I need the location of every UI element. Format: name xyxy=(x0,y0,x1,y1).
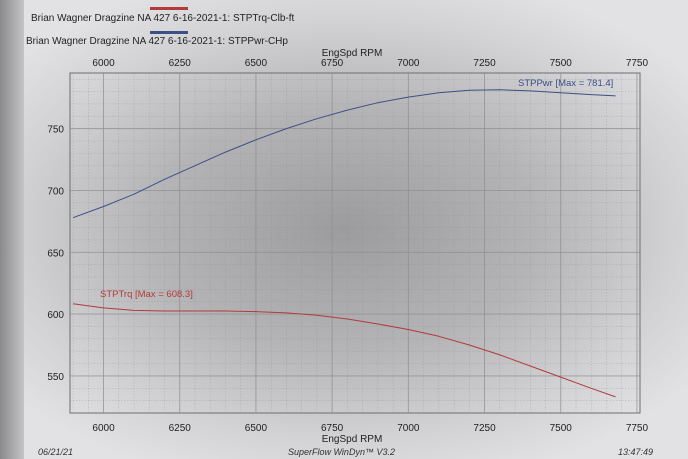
legend-swatch-torque xyxy=(150,7,188,10)
x-tick-label-bottom: 6000 xyxy=(92,423,115,434)
series-label-stptrq: STPTrq [Max = 608.3] xyxy=(100,289,193,300)
x-tick-label-top: 6750 xyxy=(321,58,344,69)
footer-date: 06/21/21 xyxy=(38,447,74,457)
x-tick-label-top: 7500 xyxy=(550,58,573,69)
x-tick-label-bottom: 7000 xyxy=(397,423,420,434)
x-tick-label-top: 7750 xyxy=(626,58,649,69)
x-tick-label-top: 7000 xyxy=(397,58,420,69)
y-tick-label: 750 xyxy=(47,125,64,136)
footer-time: 13:47:49 xyxy=(618,447,654,457)
y-tick-label: 650 xyxy=(47,248,64,259)
series-line-stptrq xyxy=(72,303,616,398)
footer-software: SuperFlow WinDyn™ V3.2 xyxy=(288,447,395,457)
series-label-stppwr: STPPwr [Max = 781.4] xyxy=(518,78,613,89)
series-line-stppwr xyxy=(72,89,616,219)
legend-entry-power: Brian Wagner Dragzine NA 427 6-16-2021-1… xyxy=(26,36,288,47)
x-tick-label-bottom: 6250 xyxy=(169,423,192,434)
x-tick-label-bottom: 6500 xyxy=(245,423,268,434)
paper-edge xyxy=(0,0,24,459)
x-axis-title-top: EngSpd RPM xyxy=(322,48,383,59)
plot-frame xyxy=(69,72,641,414)
x-tick-label-bottom: 7250 xyxy=(473,423,496,434)
legend-entry-torque: Brian Wagner Dragzine NA 427 6-16-2021-1… xyxy=(31,13,295,24)
x-tick-label-top: 7250 xyxy=(473,58,496,69)
legend-swatch-power xyxy=(150,31,188,34)
x-tick-label-bottom: 7500 xyxy=(550,423,573,434)
y-tick-label: 700 xyxy=(47,186,64,197)
x-tick-label-top: 6250 xyxy=(169,58,192,69)
x-tick-label-top: 6000 xyxy=(92,58,115,69)
x-tick-label-bottom: 7750 xyxy=(626,423,649,434)
y-tick-label: 600 xyxy=(47,310,64,321)
x-axis-title-bottom: EngSpd RPM xyxy=(322,434,383,445)
x-tick-label-top: 6500 xyxy=(245,58,268,69)
x-tick-label-bottom: 6750 xyxy=(321,423,344,434)
y-tick-label: 550 xyxy=(47,372,64,383)
